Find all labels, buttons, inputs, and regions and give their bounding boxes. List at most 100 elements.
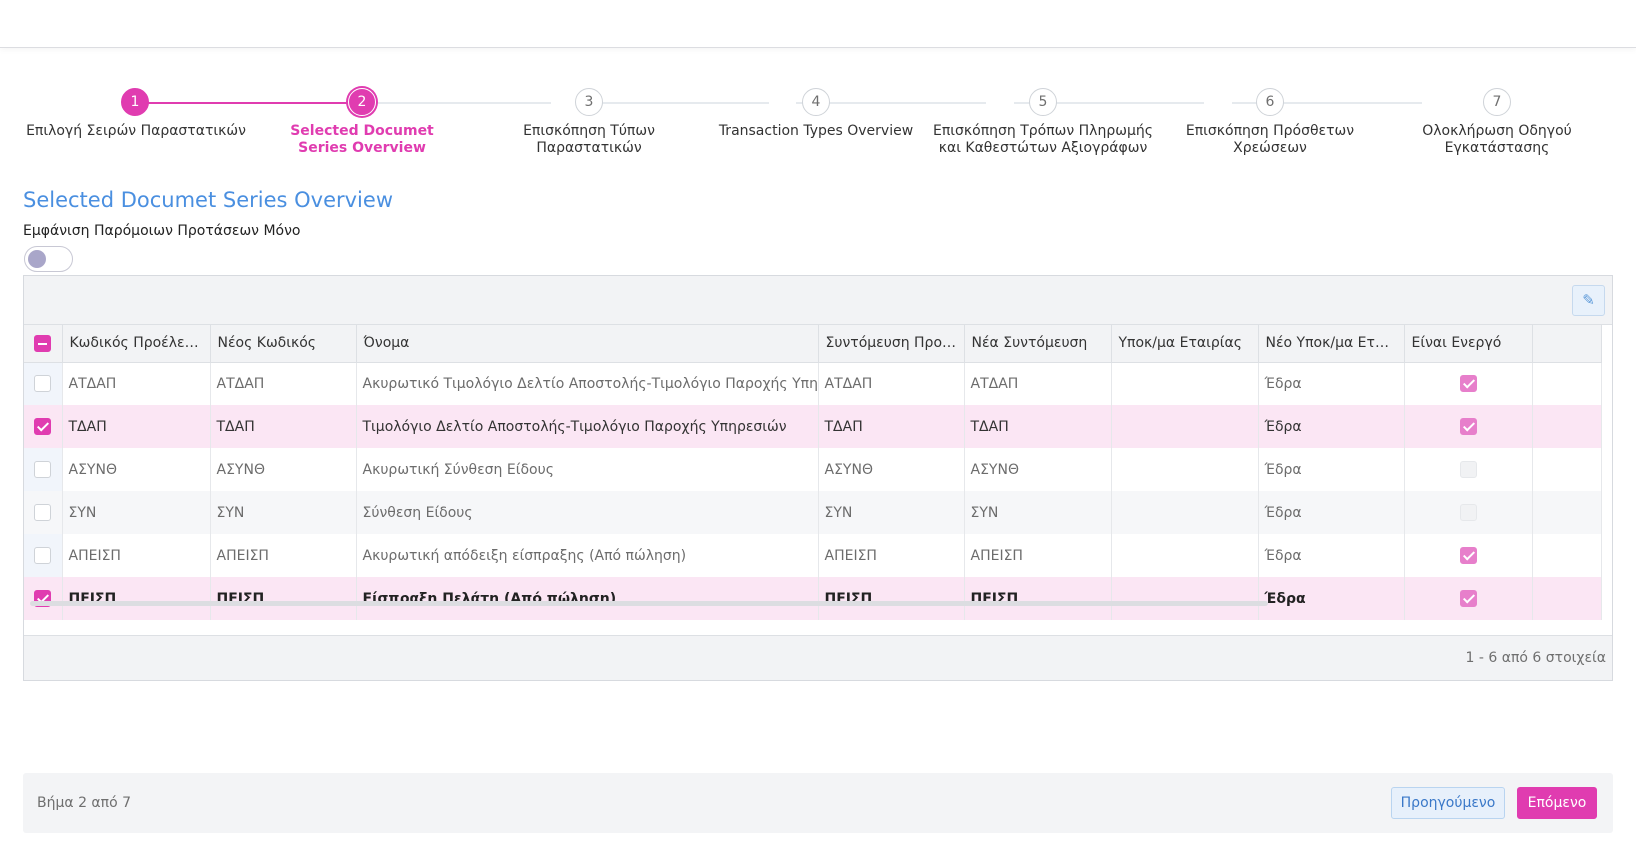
- new-code-cell: ΤΔΑΠ: [210, 405, 357, 448]
- new-short-cell: ΑΣΥΝΘ: [964, 448, 1112, 491]
- grid-footer: 1 - 6 από 6 στοιχεία: [24, 635, 1612, 680]
- orig-code-cell: ΑΣΥΝΘ: [62, 448, 211, 491]
- name-cell: Σύνθεση Είδους: [356, 491, 819, 534]
- table-row[interactable]: ΑΠΕΙΣΠ ΑΠΕΙΣΠ Ακυρωτική απόδειξη είσπραξ…: [24, 534, 1602, 577]
- branch-cell: [1111, 534, 1259, 577]
- orig-code-cell: ΤΔΑΠ: [62, 405, 211, 448]
- step-connector: [362, 102, 551, 104]
- filler-cell: [1532, 362, 1602, 405]
- step-number: 6: [1256, 88, 1284, 116]
- column-header[interactable]: Νέα Συντόμευση: [964, 325, 1112, 363]
- table-row[interactable]: ΑΣΥΝΘ ΑΣΥΝΘ Ακυρωτική Σύνθεση Είδους ΑΣΥ…: [24, 448, 1602, 491]
- new-branch-cell: Έδρα: [1258, 448, 1405, 491]
- new-short-cell: ΑΤΔΑΠ: [964, 362, 1112, 405]
- active-checkbox: [1459, 590, 1477, 607]
- new-branch-cell: Έδρα: [1258, 577, 1405, 620]
- new-code-cell: ΑΤΔΑΠ: [210, 362, 357, 405]
- wizard-stepper: 1 Επιλογή Σειρών Παραστατικών 2 Selected…: [23, 88, 1613, 168]
- row-checkbox[interactable]: [34, 418, 52, 435]
- step-number: 2: [348, 88, 376, 116]
- orig-short-cell: ΑΠΕΙΣΠ: [818, 534, 965, 577]
- column-header[interactable]: Όνομα: [356, 325, 819, 363]
- new-branch-cell: Έδρα: [1258, 405, 1405, 448]
- orig-short-cell: ΣΥΝ: [818, 491, 965, 534]
- orig-short-cell: ΤΔΑΠ: [818, 405, 965, 448]
- step-label: Selected Documet Series Overview: [290, 123, 434, 156]
- active-cell: [1404, 577, 1533, 620]
- step-label: Transaction Types Overview: [718, 123, 914, 139]
- filler-cell: [1532, 534, 1602, 577]
- column-header[interactable]: Υποκ/μα Εταιρίας: [1111, 325, 1259, 363]
- row-checkbox[interactable]: [34, 461, 52, 478]
- orig-short-cell: ΑΤΔΑΠ: [818, 362, 965, 405]
- active-cell: [1404, 534, 1533, 577]
- step-label: Επισκόπηση Τρόπων Πληρωμής και Καθεστώτω…: [933, 123, 1153, 156]
- horizontal-scrollbar[interactable]: [30, 601, 1268, 606]
- active-cell: [1404, 491, 1533, 534]
- active-checkbox: [1459, 504, 1477, 521]
- similar-only-toggle[interactable]: [24, 246, 73, 272]
- row-select-cell: [24, 362, 63, 405]
- previous-button[interactable]: Προηγούμενο: [1391, 787, 1505, 819]
- new-code-cell: ΑΣΥΝΘ: [210, 448, 357, 491]
- row-checkbox[interactable]: [34, 375, 52, 393]
- step-connector: [144, 102, 348, 104]
- edit-button[interactable]: ✎: [1572, 285, 1605, 316]
- step-number: 3: [575, 88, 603, 116]
- column-header[interactable]: Συντόμευση Προέλ...: [818, 325, 965, 363]
- column-header[interactable]: Νέο Υποκ/μα Εταιρ...: [1258, 325, 1405, 363]
- step-number: 4: [802, 88, 830, 116]
- active-checkbox: [1459, 418, 1477, 435]
- row-select-cell: [24, 405, 63, 448]
- table-row[interactable]: ΠΕΙΣΠ ΠΕΙΣΠ Είσπραξη Πελάτη (Από πώληση)…: [24, 577, 1602, 620]
- name-cell: Ακυρωτικό Τιμολόγιο Δελτίο Αποστολής-Τιμ…: [356, 362, 819, 405]
- step-connector: [579, 102, 769, 104]
- active-checkbox: [1459, 375, 1477, 393]
- new-short-cell: ΑΠΕΙΣΠ: [964, 534, 1112, 577]
- step-number: 1: [121, 88, 149, 116]
- name-cell: Είσπραξη Πελάτη (Από πώληση): [356, 577, 819, 620]
- column-header-filler: [1532, 325, 1602, 363]
- name-cell: Τιμολόγιο Δελτίο Αποστολής-Τιμολόγιο Παρ…: [356, 405, 819, 448]
- row-select-cell: [24, 448, 63, 491]
- select-all-header: [24, 325, 63, 363]
- column-header[interactable]: Είναι Ενεργό: [1404, 325, 1533, 363]
- header-row: Κωδικός Προέλευσης Νέος Κωδικός Όνομα Συ…: [24, 325, 1602, 363]
- grid-toolbar: ✎: [24, 276, 1612, 325]
- filler-cell: [1532, 577, 1602, 620]
- branch-cell: [1111, 491, 1259, 534]
- select-all-checkbox[interactable]: [34, 334, 52, 352]
- step-number: 7: [1483, 88, 1511, 116]
- table-row[interactable]: ΣΥΝ ΣΥΝ Σύνθεση Είδους ΣΥΝ ΣΥΝ Έδρα: [24, 491, 1602, 534]
- step-connector: [1232, 102, 1422, 104]
- orig-short-cell: ΑΣΥΝΘ: [818, 448, 965, 491]
- step-label: Επιλογή Σειρών Παραστατικών: [26, 123, 246, 139]
- name-cell: Ακυρωτική Σύνθεση Είδους: [356, 448, 819, 491]
- new-short-cell: ΤΔΑΠ: [964, 405, 1112, 448]
- pencil-icon: ✎: [1582, 291, 1595, 309]
- grid-content: Κωδικός Προέλευσης Νέος Κωδικός Όνομα Συ…: [24, 325, 1612, 635]
- filler-cell: [1532, 405, 1602, 448]
- column-header[interactable]: Κωδικός Προέλευσης: [62, 325, 211, 363]
- next-button[interactable]: Επόμενο: [1517, 787, 1597, 819]
- row-checkbox[interactable]: [34, 547, 52, 564]
- branch-cell: [1111, 448, 1259, 491]
- column-header[interactable]: Νέος Κωδικός: [210, 325, 357, 363]
- active-cell: [1404, 405, 1533, 448]
- step-label: Ολοκλήρωση Οδηγού Εγκατάστασης: [1422, 123, 1572, 156]
- table-row[interactable]: ΤΔΑΠ ΤΔΑΠ Τιμολόγιο Δελτίο Αποστολής-Τιμ…: [24, 405, 1602, 448]
- row-checkbox[interactable]: [34, 504, 52, 521]
- active-cell: [1404, 362, 1533, 405]
- filler-cell: [1532, 491, 1602, 534]
- orig-code-cell: ΠΕΙΣΠ: [62, 577, 211, 620]
- new-code-cell: ΑΠΕΙΣΠ: [210, 534, 357, 577]
- step-connector: [796, 102, 986, 104]
- grid-table: Κωδικός Προέλευσης Νέος Κωδικός Όνομα Συ…: [24, 325, 1602, 620]
- new-code-cell: ΣΥΝ: [210, 491, 357, 534]
- table-row[interactable]: ΑΤΔΑΠ ΑΤΔΑΠ Ακυρωτικό Τιμολόγιο Δελτίο Α…: [24, 362, 1602, 405]
- row-select-cell: [24, 577, 63, 620]
- new-short-cell: ΣΥΝ: [964, 491, 1112, 534]
- page-title: Selected Documet Series Overview: [23, 188, 393, 212]
- row-select-cell: [24, 491, 63, 534]
- step-label: Επισκόπηση Τύπων Παραστατικών: [523, 123, 655, 156]
